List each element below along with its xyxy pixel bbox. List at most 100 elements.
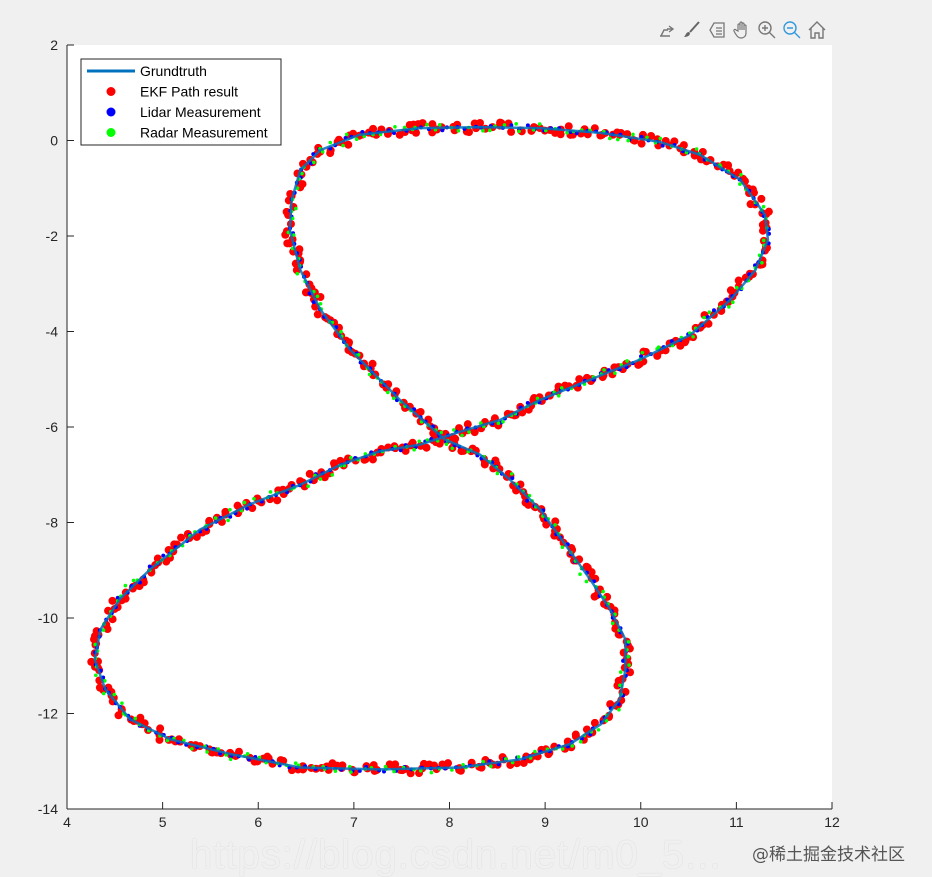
radar-point bbox=[578, 739, 583, 744]
y-tick-label: -12 bbox=[38, 706, 58, 722]
ekf-point bbox=[634, 360, 643, 369]
y-tick-label: -2 bbox=[46, 228, 59, 244]
radar-point bbox=[344, 132, 349, 137]
lidar-point bbox=[440, 128, 445, 133]
ekf-point bbox=[418, 119, 427, 128]
ekf-point bbox=[428, 120, 437, 129]
radar-point bbox=[252, 496, 256, 501]
radar-point bbox=[761, 238, 766, 243]
y-tick-label: 2 bbox=[50, 37, 58, 53]
legend-marker-swatch bbox=[106, 87, 116, 96]
radar-point bbox=[502, 123, 507, 127]
radar-point bbox=[354, 137, 359, 142]
radar-point bbox=[311, 160, 316, 165]
ekf-point bbox=[412, 128, 421, 137]
data-tip-button[interactable] bbox=[706, 19, 728, 41]
x-tick-label: 7 bbox=[350, 814, 358, 830]
ekf-point bbox=[103, 625, 112, 634]
radar-point bbox=[131, 578, 136, 583]
radar-point bbox=[437, 123, 442, 127]
radar-point bbox=[565, 131, 569, 135]
radar-point bbox=[602, 368, 606, 372]
radar-point bbox=[537, 122, 542, 126]
ekf-point bbox=[571, 730, 580, 739]
watermark-credit: @稀土掘金技术社区 bbox=[752, 845, 905, 865]
ekf-point bbox=[734, 276, 743, 285]
ekf-point bbox=[368, 455, 377, 464]
radar-point bbox=[625, 359, 629, 363]
legend-label: EKF Path result bbox=[140, 84, 238, 100]
radar-point bbox=[291, 233, 296, 237]
radar-point bbox=[412, 447, 416, 452]
radar-point bbox=[293, 206, 298, 211]
radar-point bbox=[460, 433, 464, 438]
zoom-out-button[interactable] bbox=[781, 19, 803, 41]
brush-button[interactable] bbox=[681, 19, 703, 41]
ekf-point bbox=[273, 496, 282, 505]
radar-point bbox=[367, 372, 372, 377]
radar-point bbox=[439, 430, 444, 435]
axes: 4 5 6 7 8 9 10 11 12 2 0 -2 -4 -6 -8 -10 -12 -14 bbox=[38, 37, 840, 830]
home-button[interactable] bbox=[806, 19, 828, 41]
ekf-point bbox=[507, 127, 516, 136]
radar-point bbox=[618, 683, 622, 688]
radar-point bbox=[694, 147, 699, 151]
brush-icon bbox=[684, 21, 700, 37]
radar-point bbox=[467, 430, 471, 434]
radar-point bbox=[739, 172, 743, 177]
ekf-point bbox=[519, 758, 528, 767]
home-icon bbox=[808, 21, 826, 39]
radar-point bbox=[570, 744, 575, 748]
radar-point bbox=[315, 294, 320, 299]
ekf-point bbox=[603, 592, 612, 601]
radar-point bbox=[509, 472, 514, 476]
x-tick-label: 9 bbox=[541, 814, 549, 830]
radar-point bbox=[242, 500, 247, 505]
ekf-point bbox=[637, 139, 646, 148]
radar-point bbox=[608, 136, 612, 141]
ekf-point bbox=[670, 137, 679, 146]
radar-point bbox=[556, 393, 561, 398]
ekf-point bbox=[156, 724, 165, 733]
radar-point bbox=[503, 757, 508, 761]
radar-point bbox=[349, 770, 353, 774]
radar-point bbox=[479, 421, 483, 425]
plot-area bbox=[67, 45, 832, 809]
y-tick-label: -10 bbox=[38, 610, 58, 626]
radar-point bbox=[553, 523, 557, 527]
radar-point bbox=[245, 752, 250, 756]
radar-point bbox=[618, 670, 623, 674]
zoom-in-button[interactable] bbox=[756, 19, 778, 41]
radar-point bbox=[402, 125, 407, 130]
radar-point bbox=[731, 300, 735, 305]
radar-point bbox=[425, 122, 429, 127]
ekf-point bbox=[496, 118, 505, 127]
ekf-point bbox=[757, 194, 766, 203]
pan-icon bbox=[733, 21, 747, 39]
radar-point bbox=[391, 396, 396, 401]
radar-point bbox=[333, 769, 338, 773]
radar-point bbox=[584, 579, 589, 584]
radar-point bbox=[495, 471, 500, 476]
zoom-out-icon bbox=[783, 21, 801, 39]
radar-point bbox=[339, 330, 343, 334]
radar-point bbox=[559, 386, 564, 390]
ekf-point bbox=[444, 759, 453, 768]
zoom-in-icon bbox=[758, 21, 776, 39]
export-button[interactable] bbox=[656, 19, 678, 41]
radar-point bbox=[658, 136, 663, 141]
lidar-point bbox=[510, 476, 515, 481]
ekf-point bbox=[406, 769, 415, 778]
export-icon bbox=[660, 25, 675, 37]
x-tick-label: 10 bbox=[633, 814, 649, 830]
ekf-point bbox=[155, 735, 164, 744]
radar-point bbox=[320, 149, 325, 154]
radar-point bbox=[328, 140, 333, 145]
pan-button[interactable] bbox=[731, 19, 753, 41]
radar-point bbox=[330, 473, 335, 477]
ekf-point bbox=[135, 582, 144, 591]
x-tick-label: 11 bbox=[729, 814, 744, 830]
ekf-point bbox=[470, 428, 479, 437]
radar-point bbox=[226, 518, 230, 523]
